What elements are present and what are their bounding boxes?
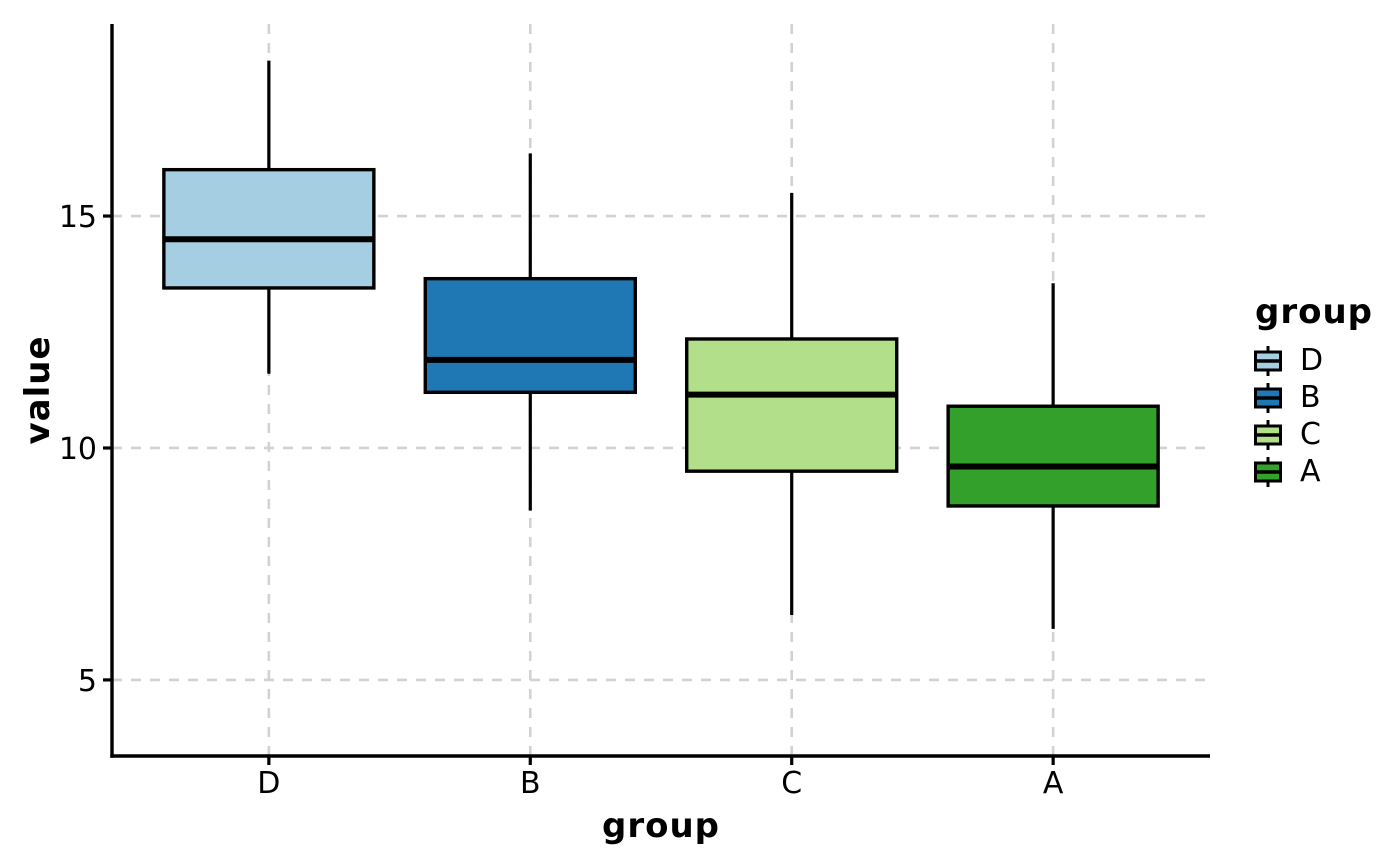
legend-item-D: D <box>1253 342 1373 379</box>
legend-item-C: C <box>1253 416 1373 453</box>
y-tick-label-5: 5 <box>78 664 97 699</box>
box-B <box>423 276 637 395</box>
x-tick-label-B: B <box>520 766 541 801</box>
box-A <box>946 404 1160 508</box>
legend-item-label: B <box>1300 379 1321 415</box>
box-C <box>685 337 899 473</box>
legend-item-label: A <box>1300 453 1321 489</box>
box-D <box>162 167 376 290</box>
x-tick-label-D: D <box>257 766 280 801</box>
x-tick-label-C: C <box>781 766 802 801</box>
y-tick-label-15: 15 <box>59 200 97 235</box>
legend-key-boxplot-icon <box>1254 419 1282 450</box>
y-tick-label-10: 10 <box>59 432 97 467</box>
legend-key-boxplot-icon <box>1254 345 1282 376</box>
x-tick-label-A: A <box>1043 766 1064 801</box>
legend-item-label: C <box>1300 416 1321 452</box>
legend-item-label: D <box>1300 342 1324 378</box>
legend-item-A: A <box>1253 453 1373 490</box>
legend-item-B: B <box>1253 379 1373 416</box>
y-axis-title: value <box>18 335 58 445</box>
x-axis-title: group <box>601 806 721 846</box>
legend-key-boxplot-icon <box>1254 456 1282 487</box>
legend-key-boxplot-icon <box>1254 382 1282 413</box>
legend-title: group <box>1255 292 1374 332</box>
